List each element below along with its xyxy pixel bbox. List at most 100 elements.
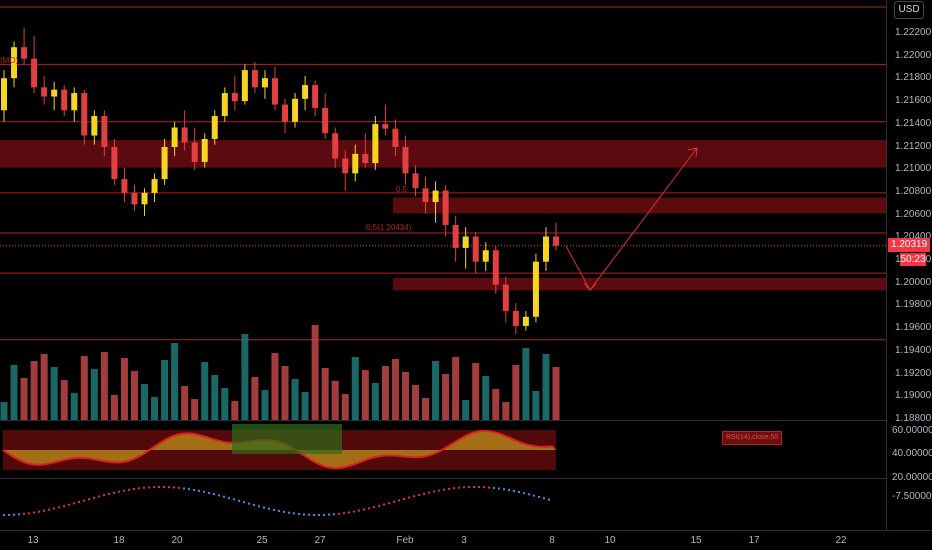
volume-bar: [261, 390, 269, 420]
volume-bar: [50, 367, 58, 420]
indicator-dot: [543, 497, 545, 500]
indicator-dot: [78, 500, 80, 503]
indicator-dot: [123, 489, 125, 492]
indicator-dot: [193, 488, 195, 491]
fib-label: 0.5(1.20434): [366, 223, 412, 232]
volume-bar: [30, 361, 38, 420]
indicator-dot: [118, 490, 120, 493]
currency-button[interactable]: USD: [894, 1, 924, 19]
indicator-dot: [343, 512, 345, 515]
time-tick: 8: [549, 535, 555, 546]
volume-bar: [40, 354, 48, 420]
indicator-label[interactable]: RSI(14),close,50: [722, 431, 783, 445]
price-tick: 1.20600: [895, 208, 932, 220]
indicator-dot: [443, 488, 445, 491]
indicator-dot: [338, 512, 340, 515]
candle-body: [532, 261, 539, 317]
price-tick: 1.20000: [895, 276, 932, 288]
indicator-dot: [143, 486, 145, 489]
volume-bar: [432, 361, 440, 420]
indicator-dot: [173, 486, 175, 489]
current-price-label: 1.20319: [888, 238, 930, 252]
indicator-dot: [538, 495, 540, 498]
indicator-dot: [178, 486, 180, 489]
volume-bar: [231, 401, 239, 420]
indicator-dot: [498, 487, 500, 490]
indicator-dot: [8, 513, 10, 516]
candle-body: [71, 93, 78, 111]
candle-body: [261, 78, 268, 88]
time-tick: 25: [256, 535, 268, 546]
time-tick: 15: [690, 535, 702, 546]
price-pane[interactable]: [0, 0, 886, 530]
indicator-dot: [378, 504, 380, 507]
indicator-dot: [33, 511, 35, 514]
candle-body: [201, 138, 208, 162]
indicator-dot: [213, 493, 215, 496]
candle-body: [161, 147, 168, 180]
candle-body: [11, 47, 18, 79]
candle-body: [472, 236, 479, 262]
candle-body: [251, 70, 258, 88]
indicator-highlight: [232, 424, 342, 454]
candle-body: [151, 179, 158, 193]
price-tick: 1.21200: [895, 140, 932, 152]
time-tick: 20: [171, 535, 183, 546]
candle-body: [211, 116, 218, 139]
candle-body: [542, 236, 549, 262]
indicator-dot: [93, 496, 95, 499]
indicator-dot: [203, 490, 205, 493]
supply-demand-zone: [0, 140, 886, 168]
indicator-dot: [533, 494, 535, 497]
candle-body: [231, 93, 238, 102]
pane-divider[interactable]: [0, 478, 886, 479]
volume-bar: [90, 369, 98, 420]
indicator-dot: [418, 493, 420, 496]
price-tick: 1.21600: [895, 95, 932, 107]
volume-bar: [271, 353, 279, 420]
price-tick: 1.18800: [895, 412, 932, 424]
volume-bar: [60, 380, 68, 420]
indicator-dot: [478, 486, 480, 489]
indicator-dot: [158, 486, 160, 489]
indicator-dot: [403, 497, 405, 500]
indicator-dot: [408, 496, 410, 499]
indicator-dot: [468, 486, 470, 489]
volume-bar: [401, 372, 409, 420]
volume-bar: [161, 360, 169, 420]
candle-body: [402, 147, 409, 174]
candle-body: [462, 236, 469, 248]
volume-bar: [552, 367, 560, 420]
candle-body: [181, 127, 188, 143]
indicator-dot: [148, 486, 150, 489]
volume-bar: [411, 385, 419, 420]
indicator-dot: [233, 498, 235, 501]
supply-demand-zone: [393, 197, 886, 214]
indicator-dot: [98, 495, 100, 498]
indicator-dot: [313, 513, 315, 516]
candle-body: [452, 225, 459, 248]
candle-body: [342, 158, 349, 174]
indicator-dot: [413, 495, 415, 498]
indicator-dot: [243, 501, 245, 504]
indicator-dot: [108, 492, 110, 495]
indicator-dot: [43, 509, 45, 512]
candle-body: [312, 85, 319, 108]
candle-body: [292, 98, 299, 122]
indicator-dot: [348, 511, 350, 514]
time-axis[interactable]: 13 18 20 25 27 Feb 3 8 10 15 17 22: [0, 530, 932, 550]
volume-bar: [281, 366, 289, 420]
indicator-dot: [288, 511, 290, 514]
indicator-dot: [508, 489, 510, 492]
indicator-dot: [188, 488, 190, 491]
indicator-dot: [168, 486, 170, 489]
indicator-dot: [428, 491, 430, 494]
indicator-dot: [263, 506, 265, 509]
indicator-dot: [23, 512, 25, 515]
pane-divider[interactable]: [0, 420, 886, 421]
volume-bar: [70, 393, 78, 420]
indicator-dot: [73, 502, 75, 505]
indicator-dot: [278, 509, 280, 512]
indicator-dot: [473, 486, 475, 489]
